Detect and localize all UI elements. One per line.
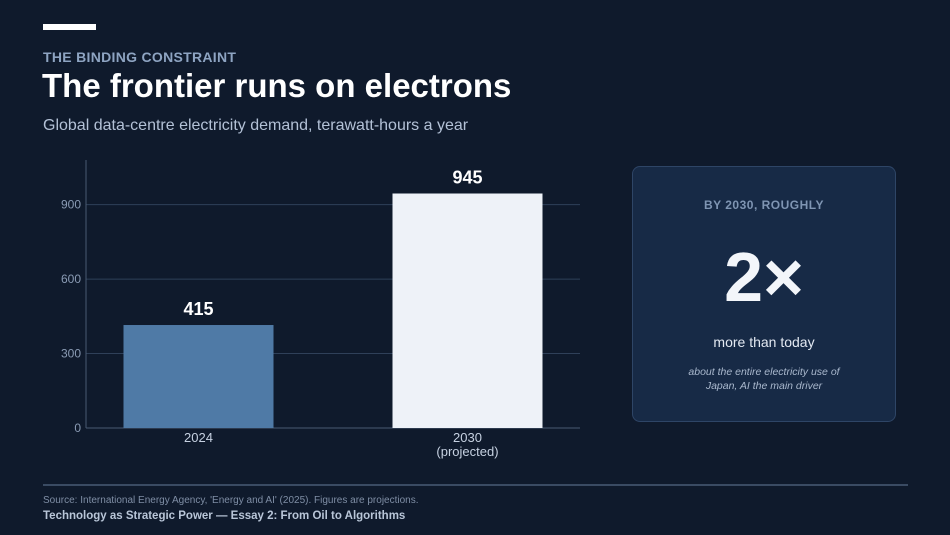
bar <box>123 325 274 428</box>
source-note: Source: International Energy Agency, 'En… <box>43 495 419 506</box>
footer-divider <box>43 484 908 486</box>
accent-bar <box>43 24 96 30</box>
stat-card-label: more than today <box>713 334 815 350</box>
stat-card-value: 2× <box>724 238 804 316</box>
x-tick-label: 2030 <box>453 430 482 445</box>
stat-card-note: about the entire electricity use of Japa… <box>688 366 840 392</box>
bar <box>392 193 543 428</box>
stat-card-eyebrow: BY 2030, ROUGHLY <box>703 198 825 212</box>
y-tick-label: 600 <box>61 272 81 286</box>
y-tick-label: 900 <box>61 198 81 212</box>
x-tick-sublabel: (projected) <box>436 444 498 459</box>
page-subtitle: Global data-centre electricity demand, t… <box>43 117 469 134</box>
x-tick-label: 2024 <box>184 430 213 445</box>
data-label: 415 <box>183 299 213 319</box>
y-tick-label: 0 <box>74 421 81 435</box>
data-label: 945 <box>452 168 482 188</box>
series-title: Technology as Strategic Power — Essay 2:… <box>43 510 406 522</box>
stat-card: BY 2030, ROUGHLY 2× more than today abou… <box>632 166 896 422</box>
eyebrow-label: THE BINDING CONSTRAINT <box>43 49 237 65</box>
page-title: The frontier runs on electrons <box>42 67 512 104</box>
y-tick-label: 300 <box>61 347 81 361</box>
